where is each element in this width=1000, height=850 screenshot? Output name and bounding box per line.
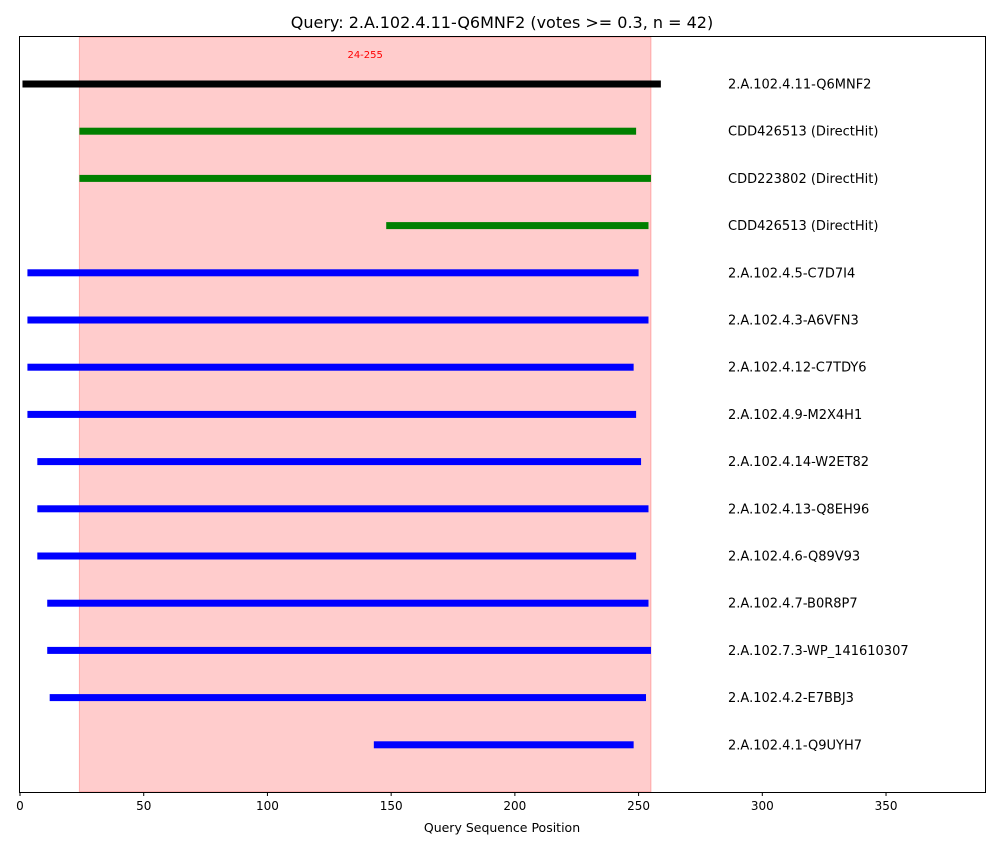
hit-bar [27,316,649,324]
x-tick-label: 250 [627,799,650,813]
directhit-bar [79,174,651,182]
row-label: 2.A.102.4.9-M2X4H1 [728,408,862,423]
row-label: CDD426513 (DirectHit) [728,219,878,234]
hit-bar [37,505,649,513]
x-axis-label: Query Sequence Position [424,820,580,835]
hit-bar [37,552,637,560]
hit-bar [47,599,649,607]
x-tick-label: 50 [136,799,151,813]
chart-title: Query: 2.A.102.4.11-Q6MNF2 (votes >= 0.3… [291,13,713,32]
hit-bar [27,410,637,418]
row-label: 2.A.102.4.2-E7BBJ3 [728,691,854,706]
query-bar [22,80,661,88]
row-label: 2.A.102.4.7-B0R8P7 [728,597,858,612]
x-tick-label: 0 [16,799,24,813]
x-tick-label: 200 [503,799,526,813]
row-label: CDD223802 (DirectHit) [728,172,878,187]
hit-bar [27,363,634,371]
row-label: 2.A.102.4.5-C7D7I4 [728,266,855,281]
directhit-bar [386,222,649,230]
hit-bar [47,646,651,654]
hit-bar [373,741,634,749]
row-label: 2.A.102.7.3-WP_141610307 [728,644,909,659]
row-label: CDD426513 (DirectHit) [728,125,878,140]
x-tick-label: 100 [256,799,279,813]
row-label: 2.A.102.4.14-W2ET82 [728,455,869,470]
row-label: 2.A.102.4.12-C7TDY6 [728,361,867,376]
row-label: 2.A.102.4.13-Q8EH96 [728,502,869,517]
hit-bar [27,269,639,277]
directhit-bar [79,127,637,135]
row-label: 2.A.102.4.11-Q6MNF2 [728,78,871,93]
x-tick-label: 300 [751,799,774,813]
row-label: 2.A.102.4.3-A6VFN3 [728,314,859,329]
hit-bar [37,458,642,466]
row-label: 2.A.102.4.1-Q9UYH7 [728,738,862,753]
highlight-region-label: 24-255 [347,50,382,61]
x-tick-label: 150 [380,799,403,813]
plot-frame [19,36,986,793]
x-tick-label: 350 [875,799,898,813]
row-label: 2.A.102.4.6-Q89V93 [728,550,860,565]
hit-bar [49,694,647,702]
